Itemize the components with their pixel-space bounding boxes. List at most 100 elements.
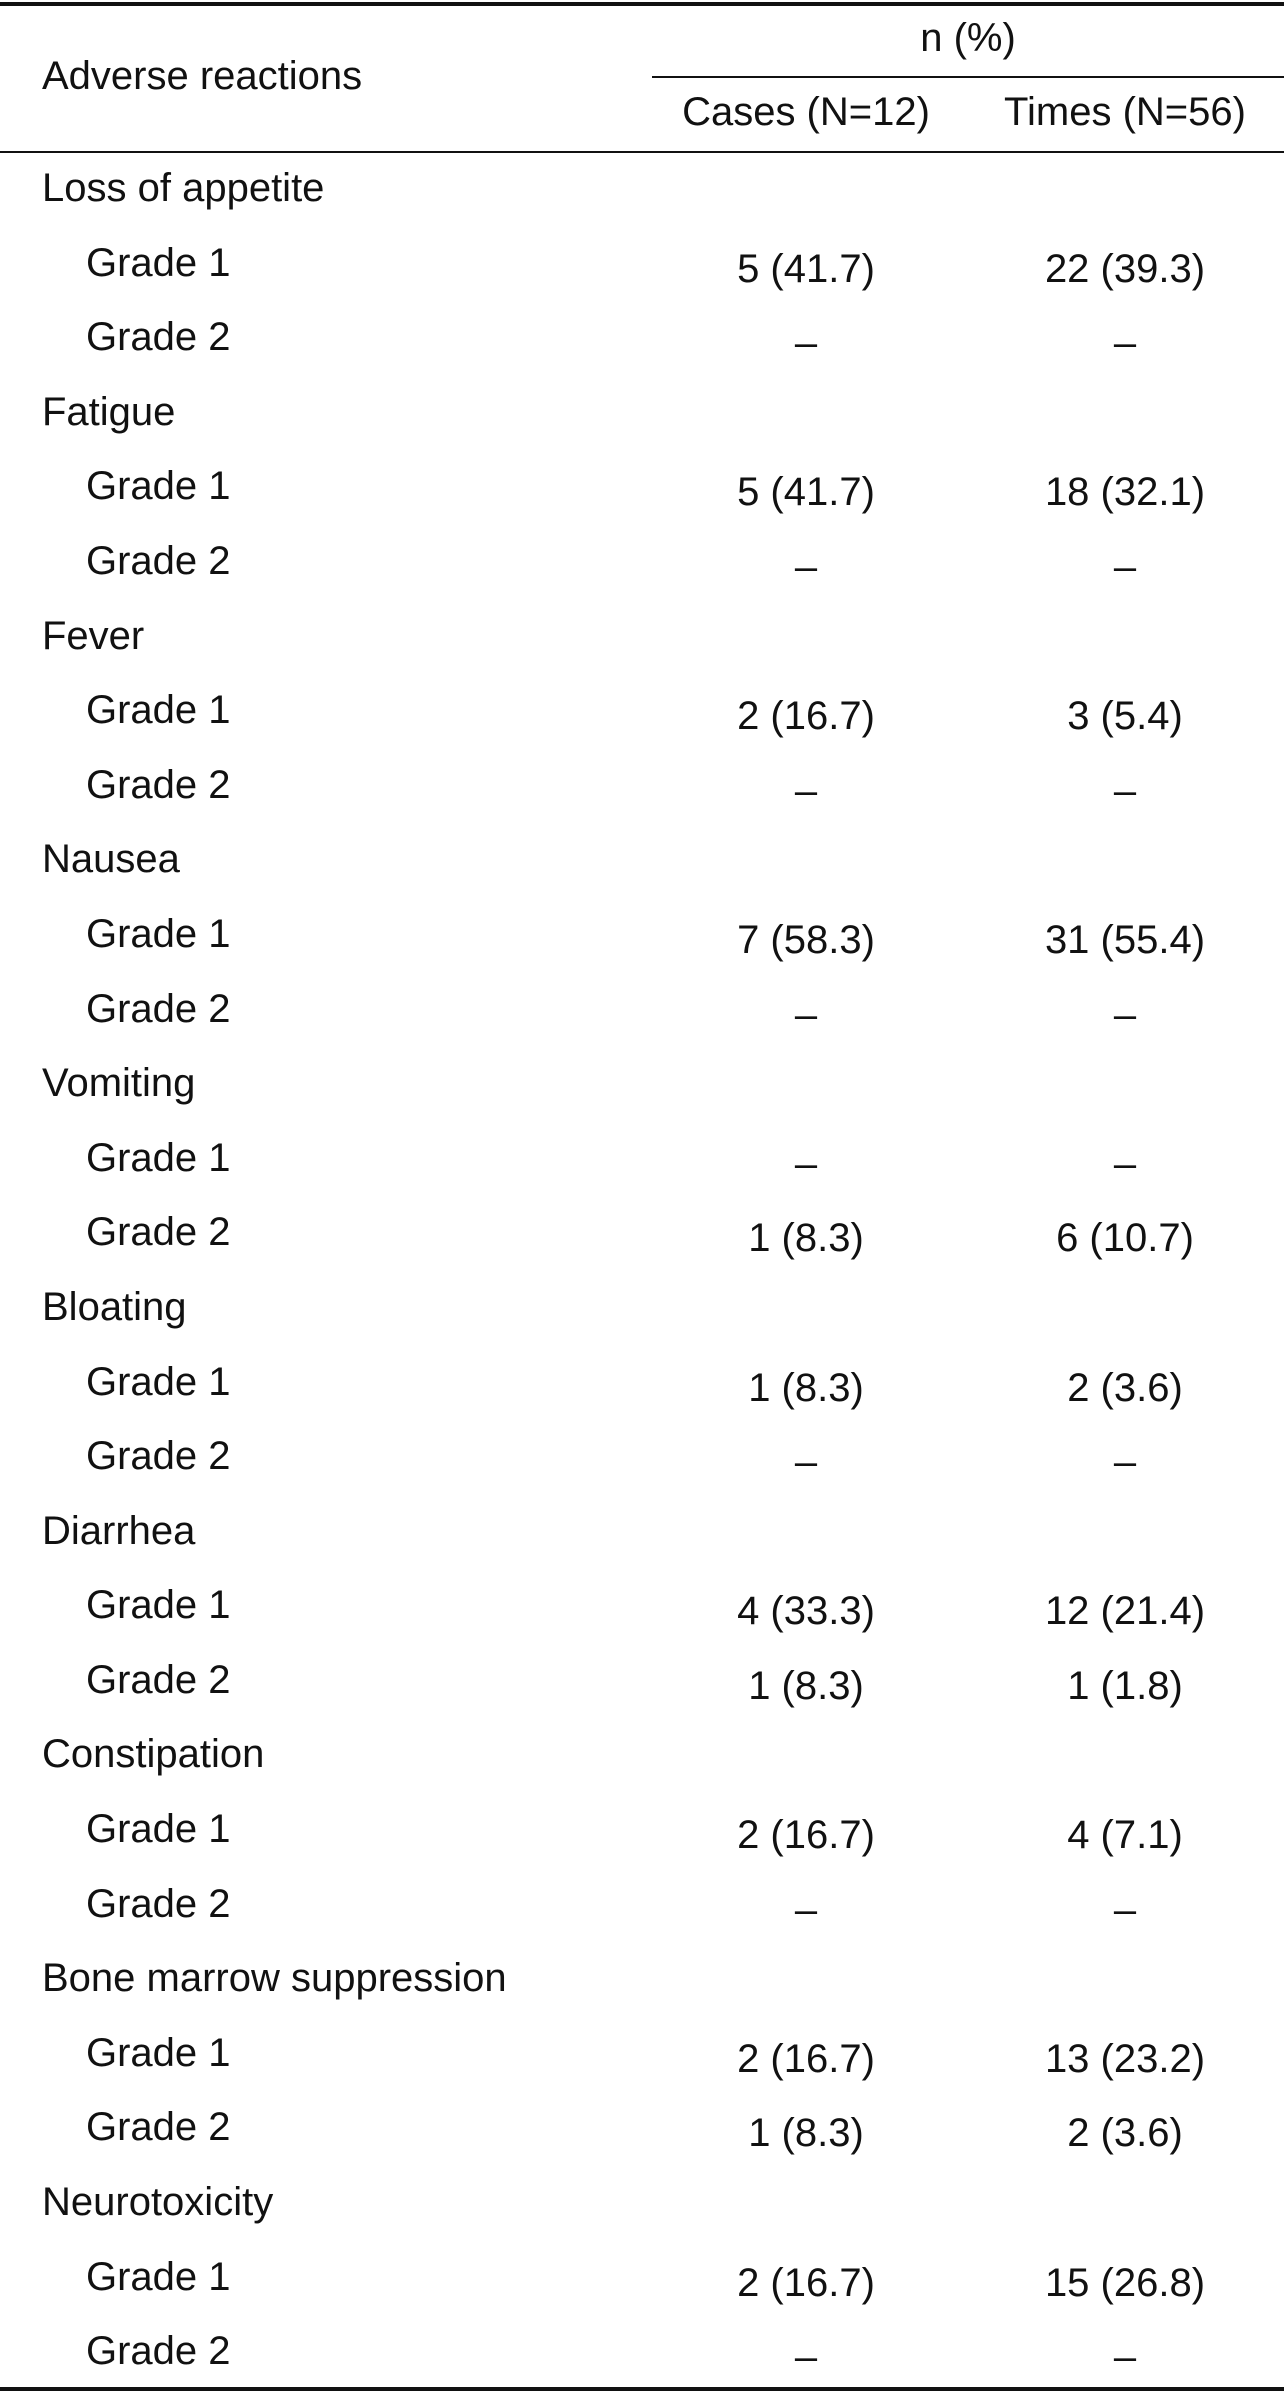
- category-label: Constipation: [42, 1732, 265, 1777]
- grade-label: Grade 2: [86, 2105, 231, 2150]
- table-row: Grade 2 1 (8.3) 1 (1.8): [0, 1648, 1284, 1723]
- table-row: Grade 1 2 (16.7) 13 (23.2): [0, 2021, 1284, 2096]
- times-value: 18 (32.1): [1044, 470, 1206, 515]
- times-value: 3 (5.4): [1067, 694, 1183, 739]
- cases-value: –: [794, 2335, 818, 2380]
- table-row: Grade 2 – –: [0, 2319, 1284, 2394]
- cases-value: –: [794, 1887, 818, 1932]
- table-row: Grade 1 2 (16.7) 15 (26.8): [0, 2245, 1284, 2320]
- grade-label: Grade 1: [86, 911, 231, 956]
- cases-value: 5 (41.7): [737, 470, 875, 515]
- cases-value: 2 (16.7): [737, 1813, 875, 1858]
- table-top-rule: [0, 2, 1284, 6]
- table-row: Grade 2 – –: [0, 753, 1284, 828]
- table-row: Grade 1 5 (41.7) 22 (39.3): [0, 231, 1284, 306]
- grade-label: Grade 1: [86, 1807, 231, 1852]
- grade-label: Grade 1: [86, 240, 231, 285]
- grade-label: Grade 2: [86, 2329, 231, 2374]
- category-row: Neurotoxicity: [0, 2170, 1284, 2245]
- cases-value: –: [794, 768, 818, 813]
- cases-value: 1 (8.3): [748, 2111, 864, 2156]
- times-value: –: [1113, 544, 1137, 589]
- category-label: Diarrhea: [42, 1508, 196, 1553]
- grade-label: Grade 2: [86, 1434, 231, 1479]
- table-row: Grade 2 – –: [0, 529, 1284, 604]
- category-row: Bloating: [0, 1275, 1284, 1350]
- header-row-label: Adverse reactions: [42, 54, 363, 98]
- times-value: 4 (7.1): [1067, 1813, 1183, 1858]
- grade-label: Grade 2: [86, 538, 231, 583]
- times-value: –: [1113, 768, 1137, 813]
- table-row: Grade 2 1 (8.3) 6 (10.7): [0, 1200, 1284, 1275]
- table-row: Grade 1 4 (33.3) 12 (21.4): [0, 1573, 1284, 1648]
- cases-value: 5 (41.7): [737, 246, 875, 291]
- cases-value: –: [794, 321, 818, 366]
- table-row: Grade 1 7 (58.3) 31 (55.4): [0, 902, 1284, 977]
- cases-value: 2 (16.7): [737, 694, 875, 739]
- category-label: Bone marrow suppression: [42, 1956, 507, 2001]
- header-group-label: n (%): [920, 16, 1016, 60]
- category-row: Bone marrow suppression: [0, 1946, 1284, 2021]
- category-row: Vomiting: [0, 1051, 1284, 1126]
- table-row: Grade 2 – –: [0, 1424, 1284, 1499]
- times-value: 6 (10.7): [1056, 1216, 1194, 1261]
- times-value: 2 (3.6): [1067, 2111, 1183, 2156]
- cases-value: 1 (8.3): [748, 1663, 864, 1708]
- grade-label: Grade 2: [86, 1657, 231, 1702]
- table-bottom-rule: [0, 2387, 1284, 2391]
- grade-label: Grade 1: [86, 1359, 231, 1404]
- grade-label: Grade 2: [86, 1210, 231, 1255]
- times-value: –: [1113, 321, 1137, 366]
- times-value: –: [1113, 1141, 1137, 1186]
- times-value: 22 (39.3): [1044, 246, 1206, 291]
- table-body: Loss of appetite Grade 1 5 (41.7) 22 (39.3)…: [0, 156, 1284, 2394]
- category-row: Constipation: [0, 1722, 1284, 1797]
- table-row: Grade 1 1 (8.3) 2 (3.6): [0, 1350, 1284, 1425]
- times-value: 31 (55.4): [1044, 917, 1206, 962]
- table-row: Grade 1 2 (16.7) 4 (7.1): [0, 1797, 1284, 1872]
- grade-label: Grade 2: [86, 315, 231, 360]
- times-value: –: [1113, 992, 1137, 1037]
- grade-label: Grade 1: [86, 2030, 231, 2075]
- header-bottom-rule: [0, 151, 1284, 153]
- table-row: Grade 2 – –: [0, 977, 1284, 1052]
- cases-value: 4 (33.3): [737, 1589, 875, 1634]
- times-value: 13 (23.2): [1044, 2036, 1206, 2081]
- header-column-cases: Cases (N=12): [682, 90, 930, 134]
- times-value: –: [1113, 1440, 1137, 1485]
- grade-label: Grade 2: [86, 986, 231, 1031]
- times-value: 2 (3.6): [1067, 1365, 1183, 1410]
- category-row: Loss of appetite: [0, 156, 1284, 231]
- table-row: Grade 1 2 (16.7) 3 (5.4): [0, 678, 1284, 753]
- cases-value: –: [794, 544, 818, 589]
- grade-label: Grade 1: [86, 2254, 231, 2299]
- cases-value: –: [794, 1440, 818, 1485]
- cases-value: –: [794, 992, 818, 1037]
- grade-label: Grade 1: [86, 1135, 231, 1180]
- category-label: Bloating: [42, 1284, 187, 1329]
- category-label: Loss of appetite: [42, 166, 325, 210]
- category-label: Neurotoxicity: [42, 2180, 274, 2225]
- cases-value: 2 (16.7): [737, 2260, 875, 2305]
- table-row: Grade 2 – –: [0, 305, 1284, 380]
- table-row: Grade 1 – –: [0, 1126, 1284, 1201]
- category-row: Nausea: [0, 827, 1284, 902]
- table-row: Grade 1 5 (41.7) 18 (32.1): [0, 454, 1284, 529]
- times-value: 1 (1.8): [1067, 1663, 1183, 1708]
- header-group-rule: [652, 76, 1284, 78]
- cases-value: 7 (58.3): [737, 917, 875, 962]
- times-value: 12 (21.4): [1044, 1589, 1206, 1634]
- times-value: 15 (26.8): [1044, 2260, 1206, 2305]
- table-row: Grade 2 – –: [0, 1872, 1284, 1947]
- category-label: Fever: [42, 613, 145, 658]
- grade-label: Grade 2: [86, 1881, 231, 1926]
- category-row: Fatigue: [0, 380, 1284, 455]
- cases-value: 2 (16.7): [737, 2036, 875, 2081]
- grade-label: Grade 1: [86, 688, 231, 733]
- table-row: Grade 2 1 (8.3) 2 (3.6): [0, 2095, 1284, 2170]
- grade-label: Grade 1: [86, 1583, 231, 1628]
- times-value: –: [1113, 2335, 1137, 2380]
- category-row: Diarrhea: [0, 1499, 1284, 1574]
- category-label: Fatigue: [42, 389, 176, 434]
- grade-label: Grade 1: [86, 464, 231, 509]
